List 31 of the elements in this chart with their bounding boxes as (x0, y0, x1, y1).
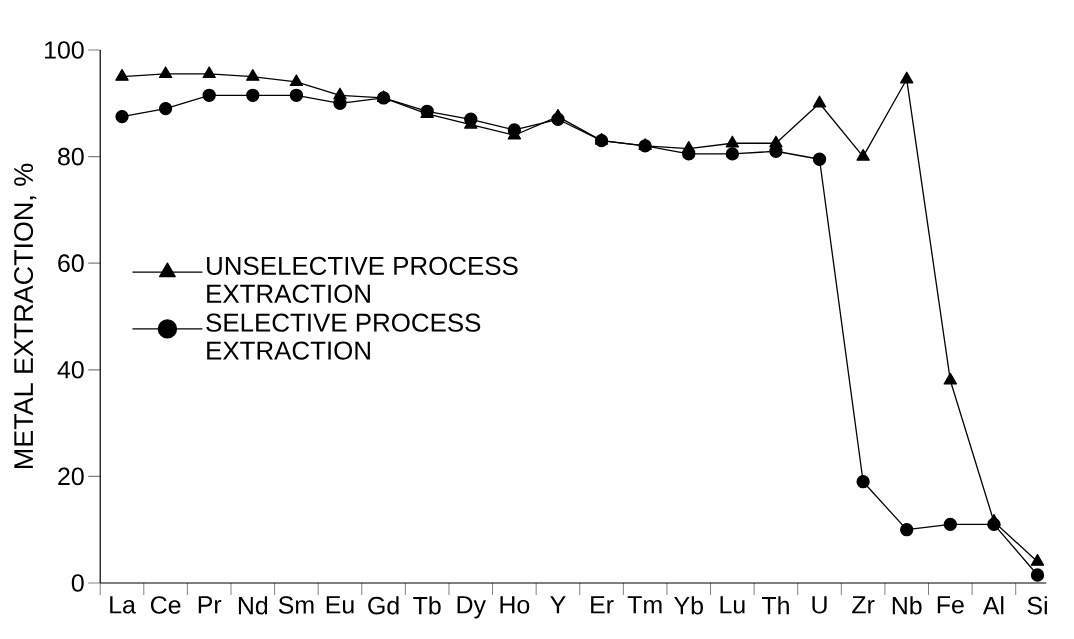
y-tick-label: 0 (71, 574, 84, 592)
x-tick-label: Nd (238, 596, 268, 615)
y-tick-label: 100 (45, 41, 84, 59)
x-tick-label: Si (1027, 596, 1047, 615)
x-tick-label: Zr (852, 596, 875, 614)
x-tick-label: U (812, 596, 827, 614)
x-tick-label: Eu (326, 596, 354, 614)
x-tick-label: Pr (198, 596, 222, 614)
legend-label: SELECTIVE PROCESS EXTRACTION (206, 313, 481, 360)
x-tick-label: Ho (500, 596, 530, 614)
x-tick-label: Dy (457, 596, 486, 619)
y-tick-label: 20 (58, 467, 84, 486)
legend-label: UNSELECTIVE PROCESS EXTRACTION (207, 256, 518, 303)
y-tick-label: 80 (58, 147, 84, 166)
y-tick-label: 60 (58, 254, 84, 273)
x-tick-label: Ce (150, 596, 181, 614)
x-tick-label: Tb (413, 596, 441, 615)
x-tick-label: Y (550, 596, 566, 614)
x-tick-label: Er (591, 596, 614, 614)
x-tick-label: Tm (627, 596, 662, 614)
x-tick-label: Sm (278, 596, 314, 614)
x-tick-label: Fe (937, 596, 964, 614)
y-tick-label: 40 (57, 360, 84, 379)
y-axis-title: METAL EXTRACTION, % (14, 163, 37, 468)
x-tick-label: Al (982, 596, 1004, 615)
x-tick-label: Gd (368, 596, 399, 615)
x-tick-label: Th (761, 596, 789, 615)
x-tick-label: Yb (674, 596, 703, 615)
x-tick-label: La (110, 596, 136, 614)
x-tick-label: Lu (720, 596, 745, 614)
x-tick-label: Nb (892, 596, 922, 615)
